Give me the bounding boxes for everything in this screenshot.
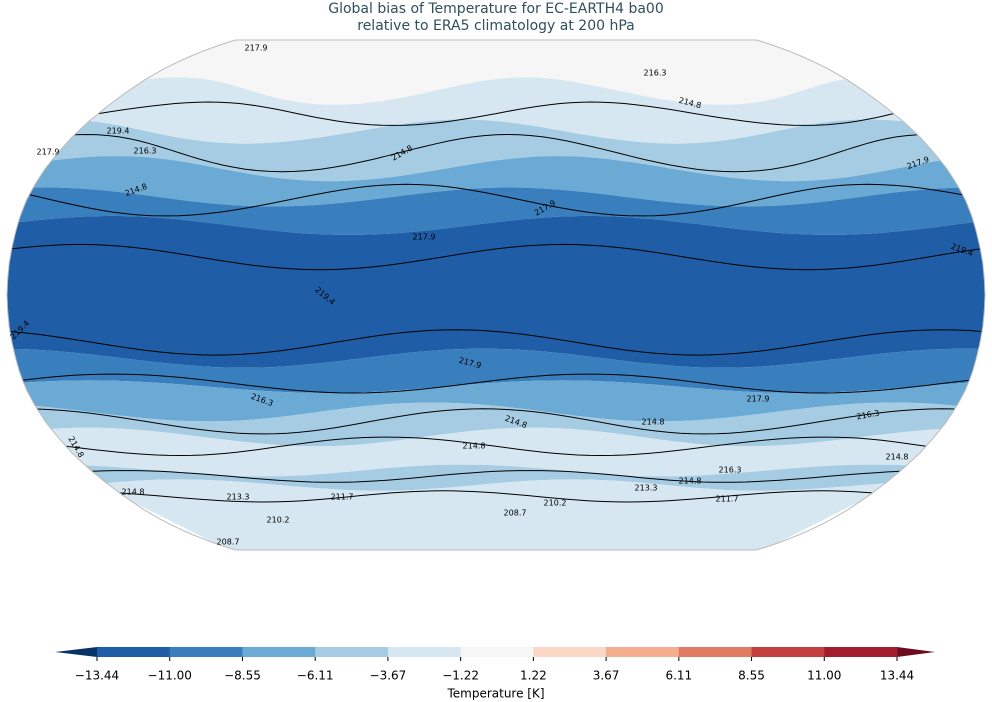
colorbar-tick-label: 11.00	[807, 669, 841, 683]
bias-band	[7, 187, 985, 235]
contour-line	[17, 183, 978, 217]
contour-label: 214.8	[679, 477, 702, 486]
contour-label: 211.7	[331, 493, 354, 502]
title-line: Global bias of Temperature for EC-EARTH4…	[328, 1, 664, 17]
bias-band	[37, 119, 952, 182]
contour-label: 214.8	[886, 453, 909, 462]
colorbar: −13.44 −11.00 −8.55 −6.11 −3.67 −1.22 1.22 3.67…	[55, 647, 935, 683]
colorbar-segment	[678, 647, 753, 657]
contour-line	[7, 329, 985, 356]
contour-label: 217.9	[747, 395, 770, 404]
contour-label: 213.3	[635, 484, 658, 493]
colorbar-segment	[533, 647, 607, 657]
contour-label: 211.7	[716, 495, 739, 504]
colorbar-tick-label: −1.22	[442, 669, 479, 683]
contour-line	[108, 490, 882, 503]
colorbar-segment	[169, 647, 243, 657]
colorbar-segment	[460, 647, 534, 657]
colorbar-tick-label: −3.67	[370, 669, 407, 683]
colorbar-tick-label: 8.55	[738, 669, 765, 683]
bias-band	[73, 464, 918, 491]
contour-line	[10, 373, 984, 394]
colorbar-segment	[97, 647, 171, 657]
contour-line	[61, 133, 929, 173]
bias-band	[79, 77, 916, 144]
contour-label: 216.3	[719, 466, 742, 475]
colorbar-tick-label: 13.44	[880, 669, 914, 683]
contour-label: 217.9	[37, 148, 60, 157]
colorbar-tick-label: 3.67	[593, 669, 620, 683]
contour-line	[84, 101, 903, 126]
colorbar-tick-label: −11.00	[148, 669, 192, 683]
bias-band	[20, 156, 972, 207]
bias-band	[7, 348, 985, 393]
colorbar-segment	[315, 647, 389, 657]
bias-band	[21, 402, 969, 447]
colorbar-segment	[242, 647, 316, 657]
bias-band	[10, 380, 982, 422]
colorbar-extend	[897, 647, 935, 657]
contour-line	[7, 243, 985, 271]
contour-label: 214.8	[642, 418, 665, 427]
contour-label: 217.9	[245, 44, 268, 53]
colorbar-segment	[751, 647, 825, 657]
contour-label: 216.3	[134, 147, 157, 156]
contour-label: 217.9	[413, 233, 436, 242]
contour-label: 219.4	[107, 127, 130, 136]
colorbar-segment	[606, 647, 680, 657]
contour-label: 210.2	[544, 499, 567, 508]
contour-label: 208.7	[217, 538, 240, 547]
contour-label: 214.8	[463, 442, 486, 451]
colorbar-tick-label: 1.22	[520, 669, 547, 683]
bias-band	[97, 479, 898, 550]
contour-label: 214.8	[122, 488, 145, 497]
colorbar-segment	[824, 647, 898, 657]
colorbar-tick-label: −6.11	[297, 669, 334, 683]
contour-line	[24, 408, 968, 435]
colorbar-segment	[387, 647, 462, 657]
contour-label: 210.2	[267, 516, 290, 525]
colorbar-label: Temperature [K]	[446, 687, 544, 701]
contour-label: 213.3	[227, 493, 250, 502]
bias-band	[7, 215, 985, 368]
colorbar-tick-label: 6.11	[665, 669, 692, 683]
bias-band	[39, 427, 954, 477]
contour-label: 216.3	[644, 69, 667, 78]
colorbar-tick-label: −8.55	[224, 669, 261, 683]
colorbar-extend	[55, 647, 97, 657]
contour-label: 208.7	[504, 509, 527, 518]
title-line: relative to ERA5 climatology at 200 hPa	[357, 18, 634, 34]
map	[7, 40, 985, 550]
map-outline	[6, 39, 986, 551]
bias-band	[134, 40, 855, 105]
contour-label: 216.3	[856, 409, 880, 422]
contour-line	[81, 470, 912, 483]
contour-line	[52, 436, 937, 457]
colorbar-tick-label: −13.44	[75, 669, 119, 683]
